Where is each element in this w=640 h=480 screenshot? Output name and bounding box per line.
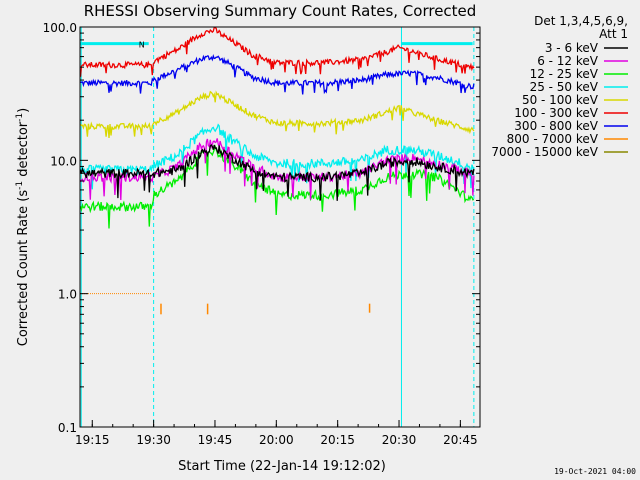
legend-label: 300 - 800 keV xyxy=(514,119,598,133)
y-axis: 100.0 10.0 1.0 0.1 xyxy=(43,21,480,435)
legend-label: 7000 - 15000 keV xyxy=(491,145,598,159)
legend-label: 12 - 25 keV xyxy=(530,67,599,81)
series-12to25keV xyxy=(79,144,475,229)
y-tick-label: 1.0 xyxy=(58,288,77,302)
x-tick-label: 19:15 xyxy=(75,433,110,447)
footer-date: 19-Oct-2021 04:00 xyxy=(554,467,636,476)
x-tick-label: 20:00 xyxy=(259,433,294,447)
series-3to6keV xyxy=(79,144,475,201)
plot-frame xyxy=(79,26,481,428)
x-tick-label: 20:15 xyxy=(320,433,355,447)
legend-label: 100 - 300 keV xyxy=(514,106,598,120)
chart-title: RHESSI Observing Summary Count Rates, Co… xyxy=(84,2,477,20)
x-tick-label: 20:45 xyxy=(443,433,478,447)
legend-label: 50 - 100 keV xyxy=(522,93,599,107)
y-tick-label: 0.1 xyxy=(58,421,77,435)
y-axis-label: Corrected Count Rate (s-1 detector-1) xyxy=(15,108,31,346)
series-25to50keV xyxy=(80,123,475,190)
legend-label: 25 - 50 keV xyxy=(530,80,599,94)
x-axis-label: Start Time (22-Jan-14 19:12:02) xyxy=(178,459,386,474)
x-tick-label: 19:30 xyxy=(136,433,171,447)
series-800to7000keV xyxy=(80,293,371,315)
y-tick-label: 10.0 xyxy=(50,154,77,168)
series-300to800keV xyxy=(80,54,475,95)
legend-label: 800 - 7000 keV xyxy=(507,132,599,146)
x-tick-label: 20:30 xyxy=(382,433,417,447)
series-50to100keV xyxy=(80,90,475,139)
plot-area: N xyxy=(79,26,475,427)
legend-header-line2: Att 1 xyxy=(599,27,628,41)
series-100to300keV xyxy=(79,26,475,77)
x-tick-label: 19:45 xyxy=(198,433,233,447)
legend-label: 3 - 6 keV xyxy=(545,41,599,55)
y-tick-label: 100.0 xyxy=(43,21,77,35)
attenuator-marker-label: N xyxy=(139,41,145,50)
legend-header-line1: Det 1,3,4,5,6,9, xyxy=(534,14,628,28)
x-axis: 19:15 19:30 19:45 20:00 20:15 20:30 20:45 xyxy=(75,420,478,447)
legend-label: 6 - 12 keV xyxy=(537,54,599,68)
